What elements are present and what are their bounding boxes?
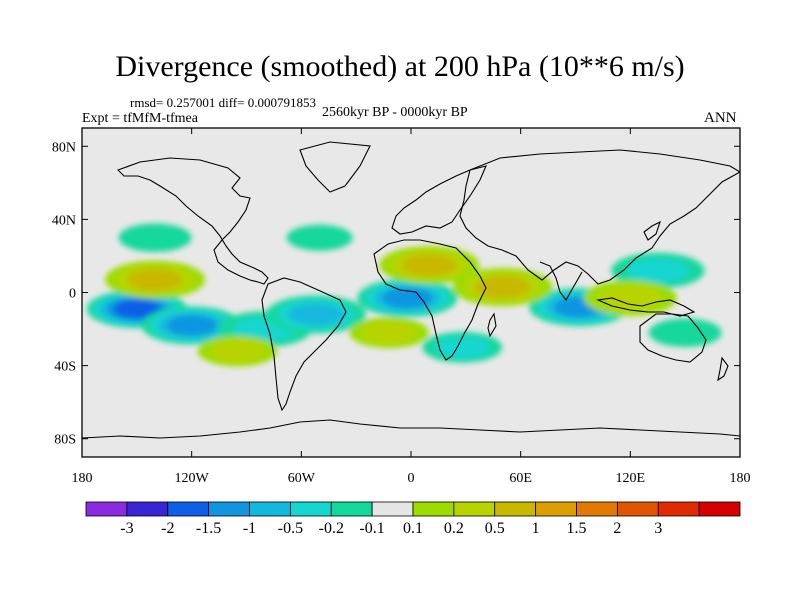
x-tick-label-6: 180 — [730, 471, 751, 486]
colorbar-swatch-6 — [330, 501, 373, 517]
anomaly-8 — [648, 318, 722, 347]
anomaly-10-level-0 — [286, 224, 353, 251]
colorbar-swatch-14 — [657, 501, 700, 517]
experiment-label: Expt = tfMfM-tfmea — [82, 111, 198, 126]
anomaly-4-level-3 — [382, 288, 432, 308]
anomaly-15-level-1 — [209, 339, 266, 363]
x-tick-label-0: 180 — [72, 471, 93, 486]
anomaly-9-level-0 — [118, 223, 192, 252]
colorbar-label-9: 0.5 — [485, 520, 505, 537]
colorbar-swatch-1 — [126, 501, 169, 517]
colorbar-swatch-5 — [289, 501, 332, 517]
y-tick-label-0: 80N — [52, 140, 76, 155]
anomaly-8-level-0 — [648, 318, 722, 347]
y-tick-label-3: 40S — [54, 360, 76, 375]
anomaly-12-level-2 — [127, 268, 183, 291]
colorbar-swatch-13 — [616, 501, 659, 517]
anomaly-13 — [452, 268, 553, 306]
anomaly-16-level-1 — [361, 321, 417, 344]
colorbar-swatch-9 — [453, 501, 496, 517]
colorbar-swatch-3 — [208, 501, 250, 517]
colorbar-label-3: -1 — [243, 520, 256, 537]
colorbar-swatch-11 — [535, 501, 577, 517]
anomaly-7-level-1 — [626, 258, 690, 283]
colorbar-swatch-10 — [494, 501, 537, 517]
y-tick-label-4: 80S — [54, 433, 76, 448]
colorbar-label-8: 0.2 — [444, 520, 464, 537]
period-label: 2560kyr BP - 0000kyr BP — [322, 105, 468, 120]
anomaly-5-level-1 — [434, 336, 491, 359]
colorbar-swatch-4 — [249, 501, 291, 517]
colorbar-swatch-12 — [576, 501, 618, 517]
colorbar-label-4: -0.5 — [278, 520, 303, 537]
anomaly-9 — [118, 223, 192, 252]
map-axes: 180 120W 60W 0 60E 120E 180 80N 40N 0 40S 80S — [52, 128, 751, 486]
x-tick-label-1: 120W — [175, 471, 210, 486]
anomaly-14-level-1 — [599, 285, 662, 311]
colorbar-label-2: -1.5 — [196, 520, 221, 537]
colorbar-label-7: 0.1 — [403, 520, 423, 537]
coast-india — [539, 261, 583, 301]
season-label: ANN — [704, 110, 737, 126]
colorbar-swatch-8 — [412, 501, 455, 517]
anomaly-5 — [422, 331, 503, 363]
coast-australia — [639, 313, 707, 363]
coast-madagascar — [487, 312, 497, 338]
colorbar-label-10: 1 — [532, 520, 540, 537]
colorbar: -3 -2 -1.5 -1 -0.5 -0.2 -0.1 0.1 0.2 0.5 1 1.5 2 3 — [85, 501, 741, 537]
colorbar-label-5: -0.2 — [319, 520, 344, 537]
anomaly-14 — [583, 280, 677, 316]
coast-japan — [643, 220, 661, 241]
x-tick-label-3: 0 — [408, 471, 415, 486]
coast-indonesia — [595, 297, 696, 317]
anomaly-7 — [611, 252, 705, 289]
coast-south-america — [261, 277, 347, 412]
coast-greenland — [299, 141, 371, 193]
colorbar-swatch-7 — [371, 501, 414, 517]
coast-north-america — [117, 157, 269, 285]
map-layer — [82, 141, 740, 439]
anomaly-10 — [286, 224, 353, 251]
y-tick-label-1: 40N — [52, 213, 76, 228]
x-tick-label-2: 60W — [288, 471, 316, 486]
anomaly-16 — [349, 317, 429, 349]
coast-new-zealand — [717, 356, 729, 382]
anomaly-1 — [141, 306, 242, 345]
chart-title: Divergence (smoothed) at 200 hPa (10**6 … — [115, 50, 685, 83]
x-tick-label-4: 60E — [509, 471, 532, 486]
coast-asia — [459, 149, 740, 285]
colorbar-label-1: -2 — [161, 520, 174, 537]
colorbar-label-11: 1.5 — [567, 520, 587, 537]
anomaly-1-level-3 — [167, 315, 217, 336]
divergence-field — [86, 223, 722, 367]
anomaly-0-level-4 — [114, 299, 160, 319]
anomaly-3-level-2 — [288, 303, 344, 326]
y-tick-label-2: 0 — [69, 287, 76, 302]
coast-africa — [373, 239, 487, 361]
colorbar-swatch-2 — [167, 501, 210, 517]
colorbar-label-0: -3 — [120, 520, 133, 537]
coastlines — [82, 141, 740, 439]
anomaly-4 — [357, 279, 458, 317]
coast-antarctica — [82, 419, 740, 439]
anomaly-13-level-2 — [475, 276, 530, 298]
anomaly-3 — [266, 295, 366, 334]
coast-europe — [391, 165, 487, 235]
anomaly-11-level-2 — [402, 254, 457, 277]
anomaly-11 — [379, 246, 480, 285]
x-tick-label-5: 120E — [616, 471, 646, 486]
colorbar-swatch-0 — [85, 501, 128, 517]
colorbar-label-12: 2 — [613, 520, 621, 537]
colorbar-label-13: 3 — [654, 520, 662, 537]
anomaly-15 — [197, 335, 278, 367]
colorbar-label-6: -0.1 — [359, 520, 384, 537]
anomaly-12 — [105, 260, 206, 299]
stats-label: rmsd= 0.257001 diff= 0.000791853 — [130, 95, 316, 110]
colorbar-swatch-15 — [698, 501, 741, 517]
